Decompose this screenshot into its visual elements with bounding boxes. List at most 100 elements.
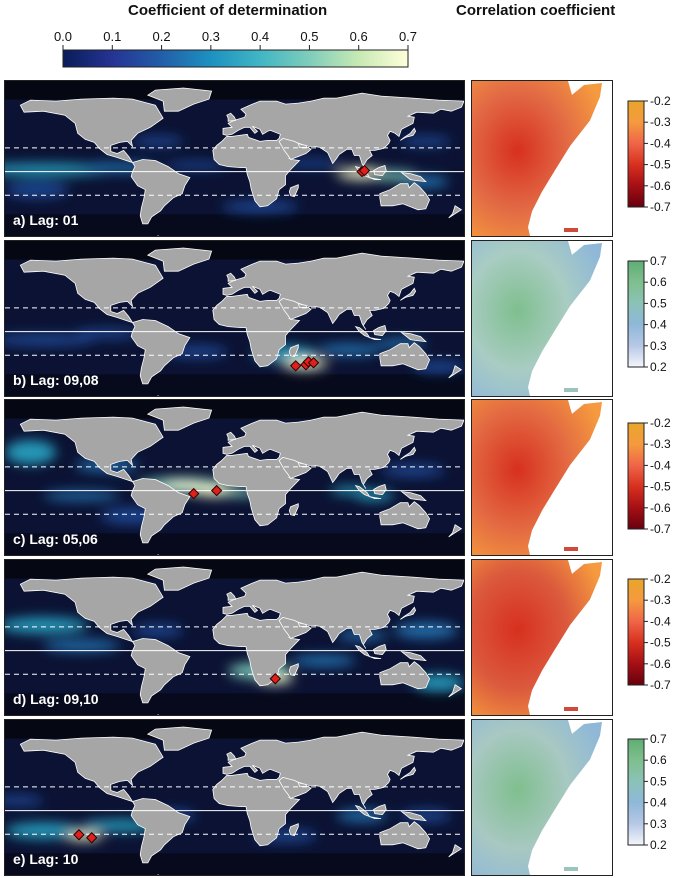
r2-blob xyxy=(291,654,356,667)
colorbar-tick-label: 0.5 xyxy=(650,296,667,310)
colorbar-tick-label: -0.4 xyxy=(650,614,671,628)
continent-uk xyxy=(226,431,237,441)
continent-indonesia2 xyxy=(369,177,382,180)
colorbar-tick-label: -0.4 xyxy=(650,136,671,150)
colorbar-gradient xyxy=(627,260,645,368)
colorbar-tick-label: -0.2 xyxy=(650,416,671,430)
determination-map xyxy=(5,560,464,715)
continent-arabia xyxy=(278,137,312,160)
r2-blob xyxy=(132,136,184,147)
determination-map xyxy=(5,400,464,555)
island-pixel xyxy=(564,707,578,711)
continent-africaEurasia xyxy=(212,252,464,368)
colorbar-tick-label: 0.1 xyxy=(103,29,121,44)
continent-nz xyxy=(448,365,463,379)
horn-of-africa-field xyxy=(472,400,602,555)
continent-indonesia2 xyxy=(369,816,382,819)
horn-of-africa-field xyxy=(472,81,602,236)
continent-australia xyxy=(379,661,431,690)
colorbar-tick-label: 0.6 xyxy=(350,29,368,44)
continent-nz xyxy=(448,684,463,698)
polar-band xyxy=(5,374,464,396)
continent-uk xyxy=(226,591,237,601)
r2-blob xyxy=(75,328,139,339)
map-panel: b) Lag: 09,08 xyxy=(4,240,465,397)
continent-uk xyxy=(226,272,237,282)
r2-blob xyxy=(5,181,69,198)
continent-arabia xyxy=(278,616,312,639)
continent-arabia xyxy=(278,456,312,479)
continent-uk xyxy=(226,112,237,122)
r2-blob xyxy=(381,464,445,477)
r2-blob xyxy=(5,333,95,346)
continent-uk xyxy=(226,751,237,761)
correlation-field xyxy=(472,720,602,875)
right-title: Correlation coefficient xyxy=(456,2,616,19)
continent-arabia xyxy=(278,297,312,320)
predictor-marker xyxy=(358,164,371,177)
colorbar-tick-label: 0.7 xyxy=(650,732,667,746)
continent-madagascar xyxy=(288,344,299,358)
correlation-map xyxy=(471,719,613,876)
horn-of-africa-field xyxy=(472,560,602,715)
correlation-colorbar: 0.7 0.6 0.5 0.4 0.3 0.2 xyxy=(627,732,678,852)
continent-northAmerica xyxy=(19,736,164,803)
colorbar-tick-label: 0.7 xyxy=(650,254,667,268)
map-panel: d) Lag: 09,10 xyxy=(4,559,465,716)
panel-label: d) Lag: 09,10 xyxy=(13,691,99,707)
colorbar-tick-label: -0.3 xyxy=(650,593,671,607)
colorbar-tick-label: 0.6 xyxy=(650,275,667,289)
colorbar-gradient xyxy=(627,422,645,530)
colorbar-tick-label: -0.7 xyxy=(650,200,671,214)
colorbar-tick-label: 0.5 xyxy=(650,774,667,788)
map-panel: e) Lag: 10 xyxy=(4,719,465,876)
continent-africaEurasia xyxy=(212,92,464,208)
polar-band xyxy=(5,214,464,236)
land xyxy=(19,247,464,396)
horn-of-africa-field xyxy=(472,241,602,396)
colorbar-tick-label: 0.2 xyxy=(650,360,667,374)
island-pixel xyxy=(564,228,578,232)
continent-japan xyxy=(400,606,417,620)
predictor-marker xyxy=(289,360,302,372)
colorbar-tick-label: 0.0 xyxy=(54,29,72,44)
colorbar-tick-label: -0.5 xyxy=(650,158,671,172)
colorbar-tick-label: 0.2 xyxy=(650,838,667,852)
colorbar-tick-label: -0.6 xyxy=(650,501,671,515)
polar-band xyxy=(5,533,464,555)
predictor-marker xyxy=(269,673,282,685)
continent-africaEurasia xyxy=(212,411,464,527)
continent-nz xyxy=(448,524,463,538)
continent-newGuinea xyxy=(400,651,427,662)
colorbar-tick-label: -0.7 xyxy=(650,522,671,536)
continent-newGuinea xyxy=(400,811,427,822)
r2-blob xyxy=(393,622,458,639)
colorbar-tick-label: -0.3 xyxy=(650,437,671,451)
r2-blob xyxy=(164,161,229,170)
panel-label: c) Lag: 05,06 xyxy=(13,531,98,547)
continent-madagascar xyxy=(288,503,299,517)
predictor-marker xyxy=(187,487,200,500)
island-pixel xyxy=(564,388,578,392)
colorbar-tick-label: -0.2 xyxy=(650,94,671,108)
r2-blob xyxy=(5,617,88,634)
colorbar-tick-label: -0.6 xyxy=(650,179,671,193)
land xyxy=(19,726,464,875)
r2-blob xyxy=(5,822,82,839)
polar-band xyxy=(5,81,464,100)
polar-band xyxy=(5,241,464,260)
continent-arabia xyxy=(278,776,312,799)
continent-madagascar xyxy=(288,823,299,837)
polar-band xyxy=(5,560,464,579)
polar-band xyxy=(5,400,464,419)
predictor-marker xyxy=(307,357,320,369)
predictor-marker xyxy=(85,832,98,844)
colorbar-tick-label: 0.3 xyxy=(202,29,220,44)
r2-blob xyxy=(400,136,452,147)
colorbar-tick-label: -0.7 xyxy=(650,678,671,692)
continent-borneo xyxy=(373,643,387,656)
r2-blob xyxy=(317,343,382,356)
continent-indonesia2 xyxy=(369,496,382,499)
r2-blob xyxy=(132,624,184,637)
left-title: Coefficient of determination xyxy=(128,2,328,19)
